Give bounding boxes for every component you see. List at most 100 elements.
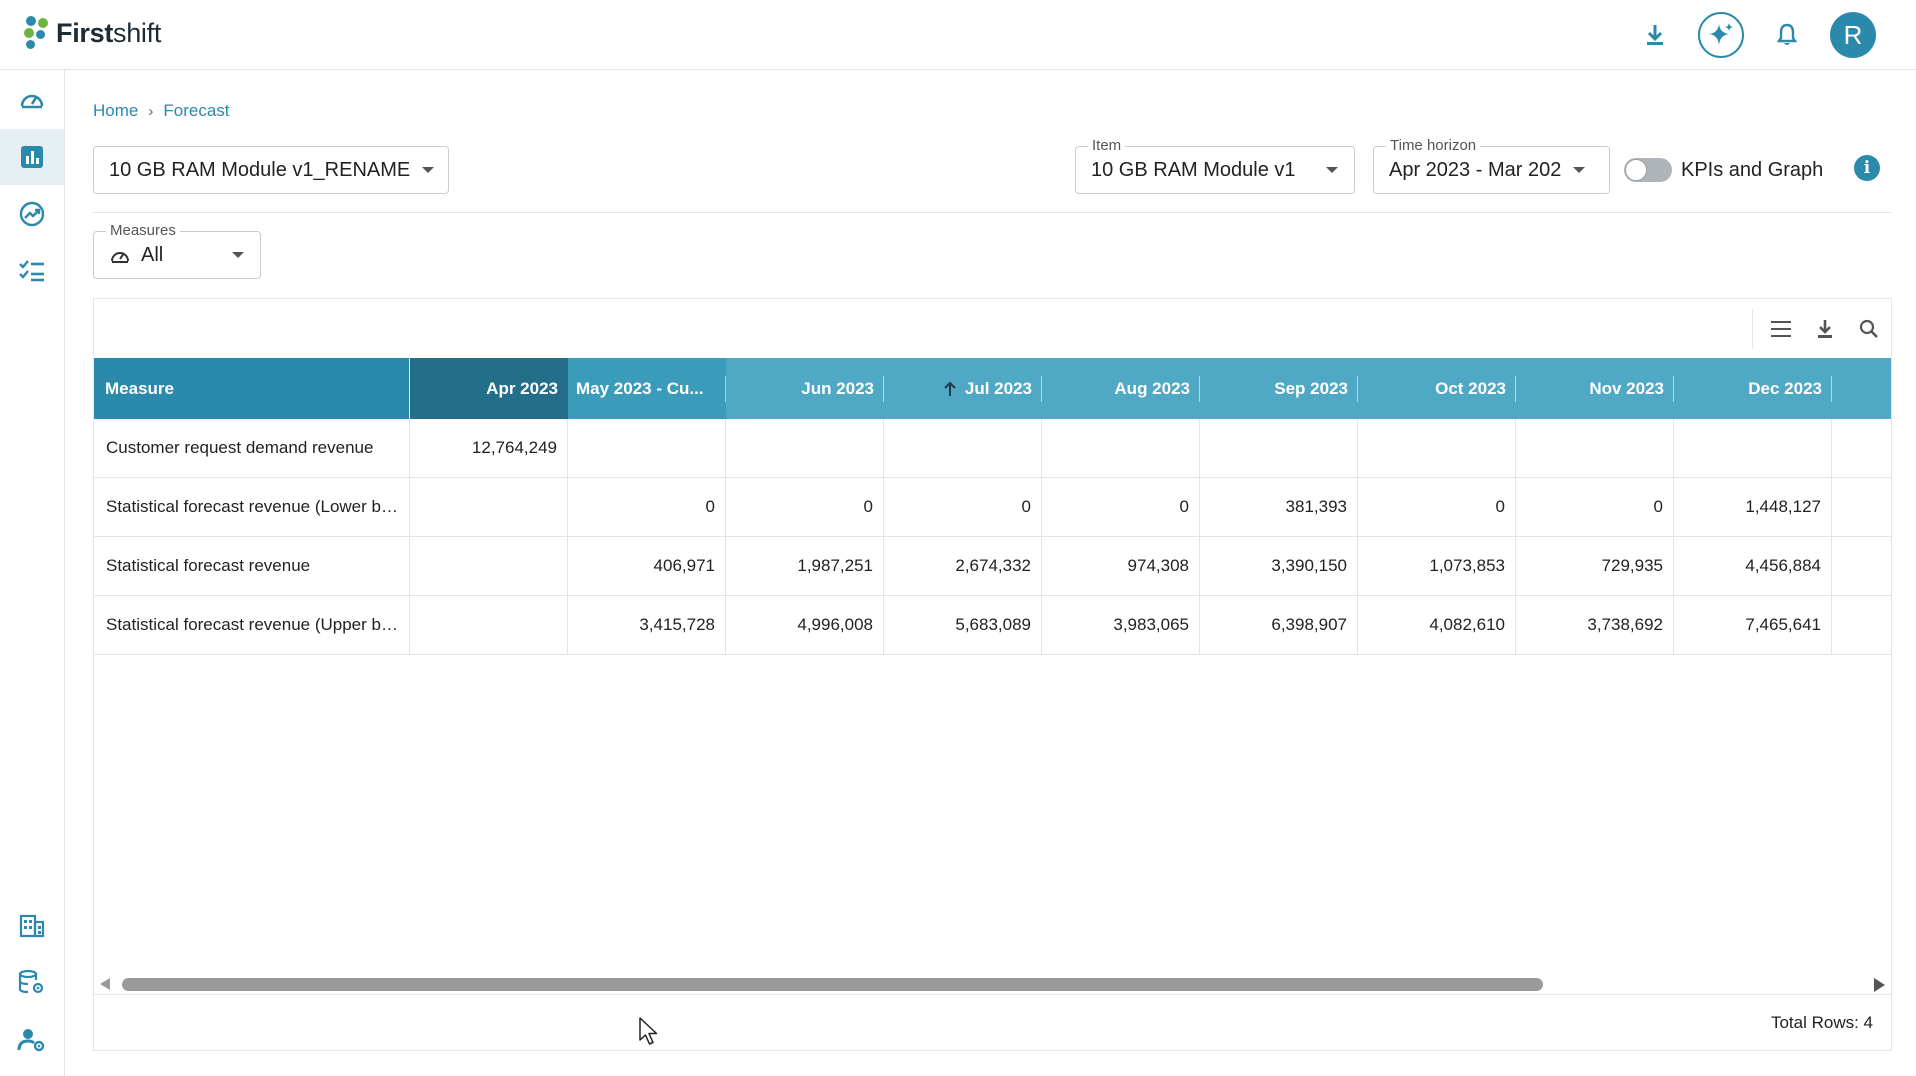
value-cell[interactable]: 0 — [1358, 478, 1516, 536]
item-select[interactable]: Item 10 GB RAM Module v1 — [1075, 137, 1355, 194]
measure-cell[interactable]: Statistical forecast revenue (Lower boun… — [94, 478, 410, 536]
scroll-right-icon[interactable] — [1874, 978, 1885, 992]
horizontal-scrollbar[interactable] — [94, 971, 1891, 995]
grid-footer: Total Rows: 4 — [94, 994, 1891, 1051]
value-cell[interactable]: 1,073,853 — [1358, 537, 1516, 595]
value-cell[interactable] — [884, 419, 1042, 477]
value-cell[interactable]: 0 — [1042, 478, 1200, 536]
value-cell[interactable]: 3,415,728 — [568, 596, 726, 654]
value-cell[interactable]: 1,987,251 — [726, 537, 884, 595]
value-cell[interactable]: 2,674,332 — [884, 537, 1042, 595]
value-cell[interactable]: 12,764,249 — [410, 419, 568, 477]
export-button[interactable] — [1803, 309, 1847, 349]
mouse-cursor-icon — [639, 1017, 658, 1045]
column-header-measure[interactable]: Measure — [94, 358, 410, 419]
building-icon — [19, 914, 45, 938]
value-cell[interactable] — [726, 419, 884, 477]
value-cell[interactable]: 0 — [1516, 478, 1674, 536]
value-cell[interactable] — [1674, 419, 1832, 477]
kpis-graph-toggle[interactable] — [1624, 158, 1672, 182]
filter-divider — [93, 212, 1892, 213]
chevron-down-icon — [1573, 167, 1585, 173]
value-cell[interactable]: 0 — [726, 478, 884, 536]
column-header-sep-2023[interactable]: Sep 2023 — [1200, 358, 1358, 419]
time-horizon-label: Time horizon — [1386, 137, 1481, 154]
value-cell[interactable]: 4,082,610 — [1358, 596, 1516, 654]
value-cell[interactable]: 406,971 — [568, 537, 726, 595]
sidebar-item-data-settings[interactable] — [0, 955, 64, 1011]
value-cell[interactable]: 381,393 — [1200, 478, 1358, 536]
value-cell[interactable]: 4,996,008 — [726, 596, 884, 654]
value-cell[interactable]: 729,935 — [1516, 537, 1674, 595]
toggle-knob — [1625, 159, 1647, 181]
measures-select[interactable]: Measures All — [93, 222, 261, 279]
column-header-dec-2023[interactable]: Dec 2023 — [1674, 358, 1832, 419]
value-cell[interactable] — [1200, 419, 1358, 477]
value-cell[interactable]: 3,983,065 — [1042, 596, 1200, 654]
brand-name: Firstshift — [56, 17, 162, 48]
item-select-label: Item — [1088, 137, 1126, 154]
column-header-oct-2023[interactable]: Oct 2023 — [1358, 358, 1516, 419]
table-row[interactable]: Statistical forecast revenue 406,971 1,987… — [94, 537, 1891, 596]
sidebar — [0, 70, 65, 1076]
value-cell[interactable]: 1,448,127 — [1674, 478, 1832, 536]
table-row[interactable]: Statistical forecast revenue (Upper boun… — [94, 596, 1891, 655]
value-cell[interactable]: 3,390,150 — [1200, 537, 1358, 595]
overflow-cell — [1832, 478, 1891, 536]
value-cell[interactable]: 0 — [568, 478, 726, 536]
info-icon[interactable]: i — [1854, 155, 1880, 181]
download-icon — [1818, 320, 1832, 338]
measure-cell[interactable]: Customer request demand revenue — [94, 419, 410, 477]
measure-cell[interactable]: Statistical forecast revenue — [94, 537, 410, 595]
value-cell[interactable]: 7,465,641 — [1674, 596, 1832, 654]
grid-search-button[interactable] — [1847, 309, 1891, 349]
grid-body: Customer request demand revenue 12,764,24… — [94, 419, 1891, 655]
forecast-grid: Measure Apr 2023 May 2023 - Cu... Jun 20… — [93, 298, 1892, 1051]
value-cell[interactable] — [1516, 419, 1674, 477]
value-cell[interactable]: 0 — [884, 478, 1042, 536]
value-cell[interactable] — [410, 596, 568, 654]
scenario-select[interactable]: 10 GB RAM Module v1_RENAME — [93, 146, 449, 194]
value-cell[interactable]: 4,456,884 — [1674, 537, 1832, 595]
sidebar-item-dashboard[interactable] — [0, 72, 64, 128]
sidebar-item-tasks[interactable] — [0, 243, 64, 299]
sidebar-item-user-settings[interactable] — [0, 1012, 64, 1068]
column-header-jun-2023[interactable]: Jun 2023 — [726, 358, 884, 419]
measure-cell[interactable]: Statistical forecast revenue (Upper boun… — [94, 596, 410, 654]
value-cell[interactable]: 974,308 — [1042, 537, 1200, 595]
column-header-nov-2023[interactable]: Nov 2023 — [1516, 358, 1674, 419]
value-cell[interactable] — [1042, 419, 1200, 477]
ai-sparkle-icon — [1709, 23, 1733, 45]
column-header-may-2023[interactable]: May 2023 - Cu... — [568, 358, 726, 419]
bell-icon — [1776, 23, 1798, 45]
breadcrumb-forecast-link[interactable]: Forecast — [163, 101, 230, 120]
sidebar-item-analytics[interactable] — [0, 186, 64, 242]
time-horizon-value: Apr 2023 - Mar 202 — [1389, 158, 1562, 181]
column-header-apr-2023[interactable]: Apr 2023 — [410, 358, 568, 419]
download-button[interactable] — [1640, 20, 1670, 50]
value-cell[interactable]: 6,398,907 — [1200, 596, 1358, 654]
value-cell[interactable]: 3,738,692 — [1516, 596, 1674, 654]
user-avatar[interactable]: R — [1830, 12, 1876, 58]
scrollbar-thumb[interactable] — [122, 978, 1543, 991]
breadcrumb-home-link[interactable]: Home — [93, 101, 139, 120]
value-cell[interactable] — [410, 537, 568, 595]
sidebar-item-organization[interactable] — [0, 898, 64, 954]
scroll-left-icon[interactable] — [100, 978, 110, 990]
time-horizon-select[interactable]: Time horizon Apr 2023 - Mar 202 — [1373, 137, 1610, 194]
ai-assistant-button[interactable] — [1698, 12, 1744, 58]
value-cell[interactable] — [410, 478, 568, 536]
columns-menu-button[interactable] — [1759, 309, 1803, 349]
column-header-aug-2023[interactable]: Aug 2023 — [1042, 358, 1200, 419]
sort-ascending-icon — [944, 381, 956, 396]
table-row[interactable]: Customer request demand revenue 12,764,24… — [94, 419, 1891, 478]
table-row[interactable]: Statistical forecast revenue (Lower boun… — [94, 478, 1891, 537]
column-header-jul-2023[interactable]: Jul 2023 — [884, 358, 1042, 419]
value-cell[interactable] — [1358, 419, 1516, 477]
notifications-button[interactable] — [1772, 20, 1802, 50]
dashboard-icon — [20, 94, 44, 109]
value-cell[interactable] — [568, 419, 726, 477]
value-cell[interactable]: 5,683,089 — [884, 596, 1042, 654]
firstshift-logo[interactable]: Firstshift — [22, 14, 161, 52]
sidebar-item-forecast[interactable] — [0, 129, 64, 185]
